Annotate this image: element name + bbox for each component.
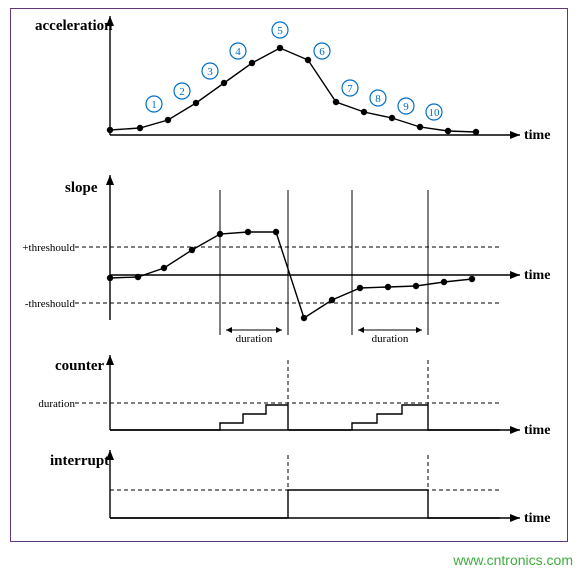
svg-text:1: 1 [151,99,157,111]
svg-text:+threshould: +threshould [22,242,75,254]
svg-text:-threshould: -threshould [25,298,76,310]
svg-text:duration: duration [372,333,409,345]
interrupt-pulse [110,490,500,518]
accel-title: acceleration [35,18,113,34]
svg-text:time: time [524,268,550,283]
interrupt-title: interrupt [50,453,109,469]
svg-text:time: time [524,511,550,526]
diagram-svg: acceleration time 1 2 3 4 5 6 7 8 9 10 slope time +thr… [0,0,587,580]
svg-text:8: 8 [375,93,381,105]
slope-title: slope [65,180,98,196]
svg-text:2: 2 [179,86,185,98]
svg-text:duration: duration [236,333,273,345]
svg-text:time: time [524,128,550,143]
watermark-text: www.cntronics.com [453,552,573,568]
svg-text:5: 5 [277,25,283,37]
counter-step-1 [110,405,288,430]
svg-text:6: 6 [319,46,325,58]
svg-text:9: 9 [403,101,409,113]
svg-text:time: time [524,423,550,438]
counter-title: counter [55,358,104,374]
svg-text:10: 10 [429,107,441,119]
svg-text:duration: duration [38,398,75,410]
counter-step-2 [288,405,500,430]
svg-text:7: 7 [347,83,353,95]
svg-text:3: 3 [207,66,213,78]
svg-text:4: 4 [235,46,241,58]
